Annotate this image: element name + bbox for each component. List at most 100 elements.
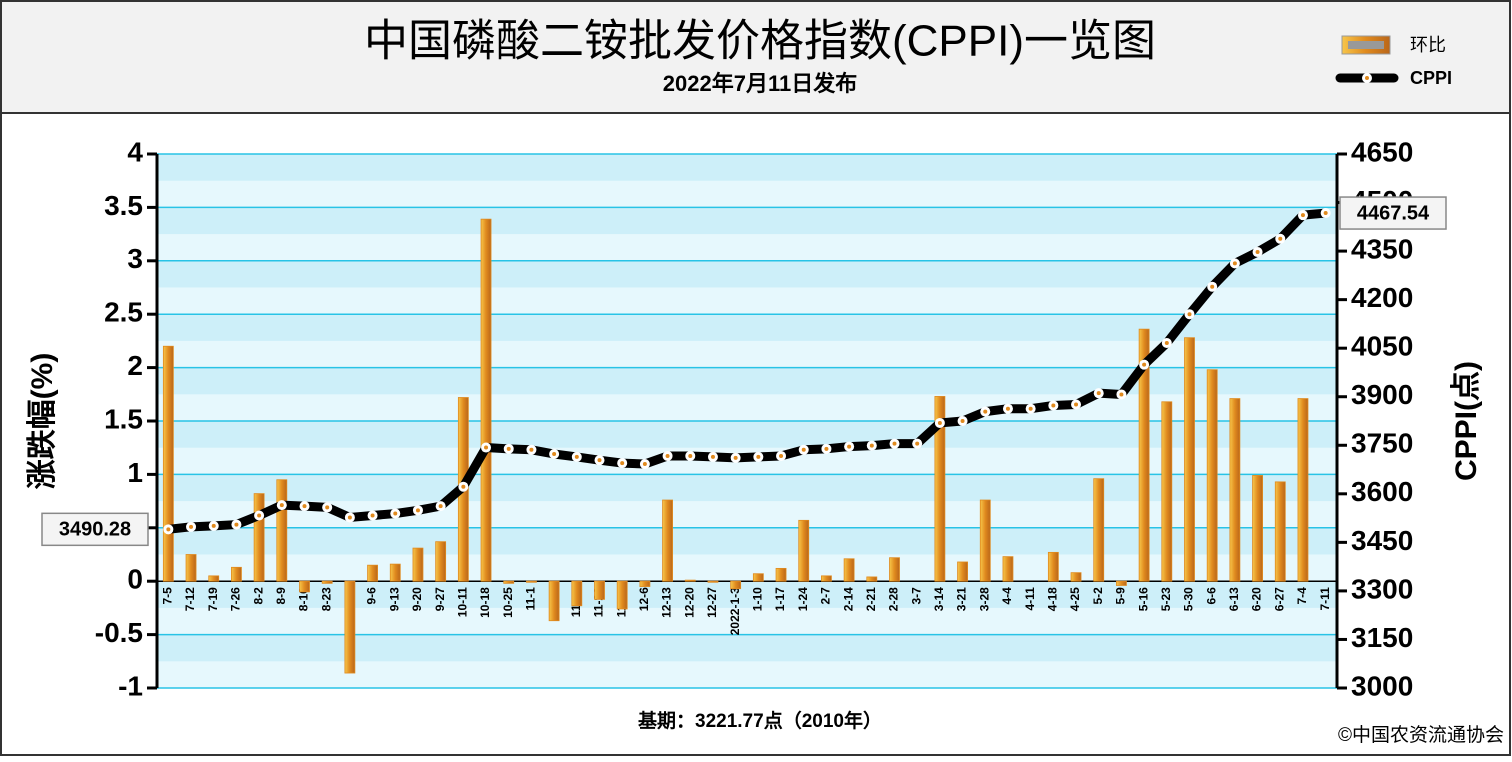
bar bbox=[1138, 328, 1150, 582]
x-tick-label: 5-16 bbox=[1136, 587, 1150, 611]
line-dot-inner bbox=[1210, 284, 1215, 289]
callout-box bbox=[41, 512, 149, 547]
line-dot-inner bbox=[234, 522, 239, 527]
x-tick-label: 12-13 bbox=[660, 587, 674, 618]
line-dot-inner bbox=[1187, 312, 1192, 317]
y2-tick-label: 3600 bbox=[1351, 476, 1413, 507]
line-dot-inner bbox=[1119, 392, 1124, 397]
bar bbox=[208, 575, 220, 582]
line-dot-inner bbox=[710, 454, 715, 459]
bar bbox=[571, 580, 583, 607]
x-tick-label: 7-4 bbox=[1295, 587, 1309, 605]
bar bbox=[480, 218, 492, 582]
line-dot-inner bbox=[484, 445, 489, 450]
x-tick-label: 9-20 bbox=[410, 587, 424, 611]
x-tick-label: 2-7 bbox=[819, 587, 833, 605]
bar bbox=[1002, 556, 1014, 582]
y-axis-title: 涨跌幅(%) bbox=[26, 353, 59, 490]
bar bbox=[548, 580, 560, 622]
chart-subtitle: 2022年7月11日发布 bbox=[663, 71, 857, 96]
line-dot-inner bbox=[1074, 402, 1079, 407]
bar bbox=[253, 493, 265, 582]
line-dot-inner bbox=[211, 523, 216, 528]
y-tick-label: 4 bbox=[127, 136, 143, 167]
x-tick-label: 3-7 bbox=[909, 587, 923, 605]
bar bbox=[843, 558, 855, 582]
x-tick-label: 4-4 bbox=[1000, 587, 1014, 605]
bar bbox=[276, 479, 288, 582]
x-tick-label: 11-1 bbox=[524, 587, 538, 611]
bar bbox=[389, 563, 401, 582]
bar bbox=[412, 547, 424, 582]
line-dot-inner bbox=[506, 446, 511, 451]
header-bg bbox=[2, 2, 1509, 113]
x-tick-label: 2022-1-3 bbox=[728, 587, 742, 635]
line-dot-inner bbox=[1142, 362, 1147, 367]
x-tick-label: 12-27 bbox=[705, 587, 719, 618]
bar bbox=[1297, 398, 1309, 582]
bar bbox=[1161, 401, 1173, 582]
bar bbox=[162, 345, 174, 582]
x-tick-label: 5-30 bbox=[1182, 587, 1196, 611]
line-dot-inner bbox=[257, 513, 262, 518]
bar bbox=[299, 580, 310, 593]
bar bbox=[435, 541, 447, 582]
line-dot-inner bbox=[983, 409, 988, 414]
y-tick-label: -1 bbox=[118, 670, 143, 701]
line-dot-inner bbox=[892, 441, 897, 446]
bar bbox=[1229, 398, 1241, 582]
x-tick-label: 7-12 bbox=[183, 587, 197, 611]
bar bbox=[1093, 478, 1105, 582]
line-dot-inner bbox=[960, 419, 965, 423]
plot-stripe bbox=[157, 234, 1337, 261]
line-dot-inner bbox=[529, 447, 534, 452]
x-tick-label: 8-16 bbox=[297, 587, 311, 611]
y-tick-label: 2.5 bbox=[104, 297, 143, 328]
x-tick-label: 1-24 bbox=[796, 587, 810, 611]
bar bbox=[1206, 369, 1218, 582]
bar bbox=[707, 580, 719, 583]
x-tick-label: 10-18 bbox=[478, 587, 492, 618]
callout-box bbox=[1339, 196, 1447, 230]
x-tick-label: 10-11 bbox=[456, 587, 470, 617]
bar bbox=[866, 576, 878, 582]
line-dot-inner bbox=[1300, 213, 1305, 218]
bar bbox=[775, 567, 787, 582]
y2-tick-label: 3750 bbox=[1351, 428, 1413, 459]
bar bbox=[1047, 551, 1059, 582]
x-tick-label: 3-21 bbox=[955, 587, 969, 611]
cppi-line bbox=[163, 208, 1331, 534]
line-dot-inner bbox=[801, 447, 806, 452]
y2-tick-label: 4350 bbox=[1351, 233, 1413, 264]
line-dot-inner bbox=[574, 454, 579, 459]
bar bbox=[752, 573, 764, 582]
y2-tick-label: 3300 bbox=[1351, 573, 1413, 604]
bar bbox=[503, 580, 515, 584]
bar bbox=[662, 499, 673, 582]
y-tick-label: 2 bbox=[127, 350, 143, 381]
line-dot-inner bbox=[393, 511, 398, 516]
plot-stripe bbox=[157, 394, 1337, 421]
y-tick-label: 0 bbox=[127, 564, 143, 595]
y2-axis-title: CPPI(点) bbox=[1450, 361, 1483, 481]
legend-label: CPPI bbox=[1410, 68, 1452, 88]
y2-tick-label: 3000 bbox=[1351, 670, 1413, 701]
line-dot-inner bbox=[642, 462, 647, 467]
line-dot-inner bbox=[756, 454, 761, 459]
line-dot-inner bbox=[869, 443, 874, 448]
bar bbox=[684, 579, 696, 582]
x-tick-label: 4-25 bbox=[1068, 587, 1082, 611]
line-dot-inner bbox=[915, 441, 920, 446]
chart-title: 中国磷酸二铵批发价格指数(CPPI)一览图 bbox=[364, 17, 1156, 66]
line-dot-inner bbox=[370, 513, 375, 518]
line-dot-inner bbox=[1096, 391, 1101, 396]
bar bbox=[798, 519, 810, 582]
x-tick-label: 12-20 bbox=[682, 587, 696, 618]
line-dot-inner bbox=[415, 508, 420, 513]
line-dot-inner bbox=[824, 446, 829, 451]
legend-label: 环比 bbox=[1410, 35, 1446, 55]
bar bbox=[526, 580, 537, 583]
base-note: 基期：3221.77点（2010年） bbox=[637, 709, 882, 732]
y-tick-label: -0.5 bbox=[95, 617, 143, 648]
